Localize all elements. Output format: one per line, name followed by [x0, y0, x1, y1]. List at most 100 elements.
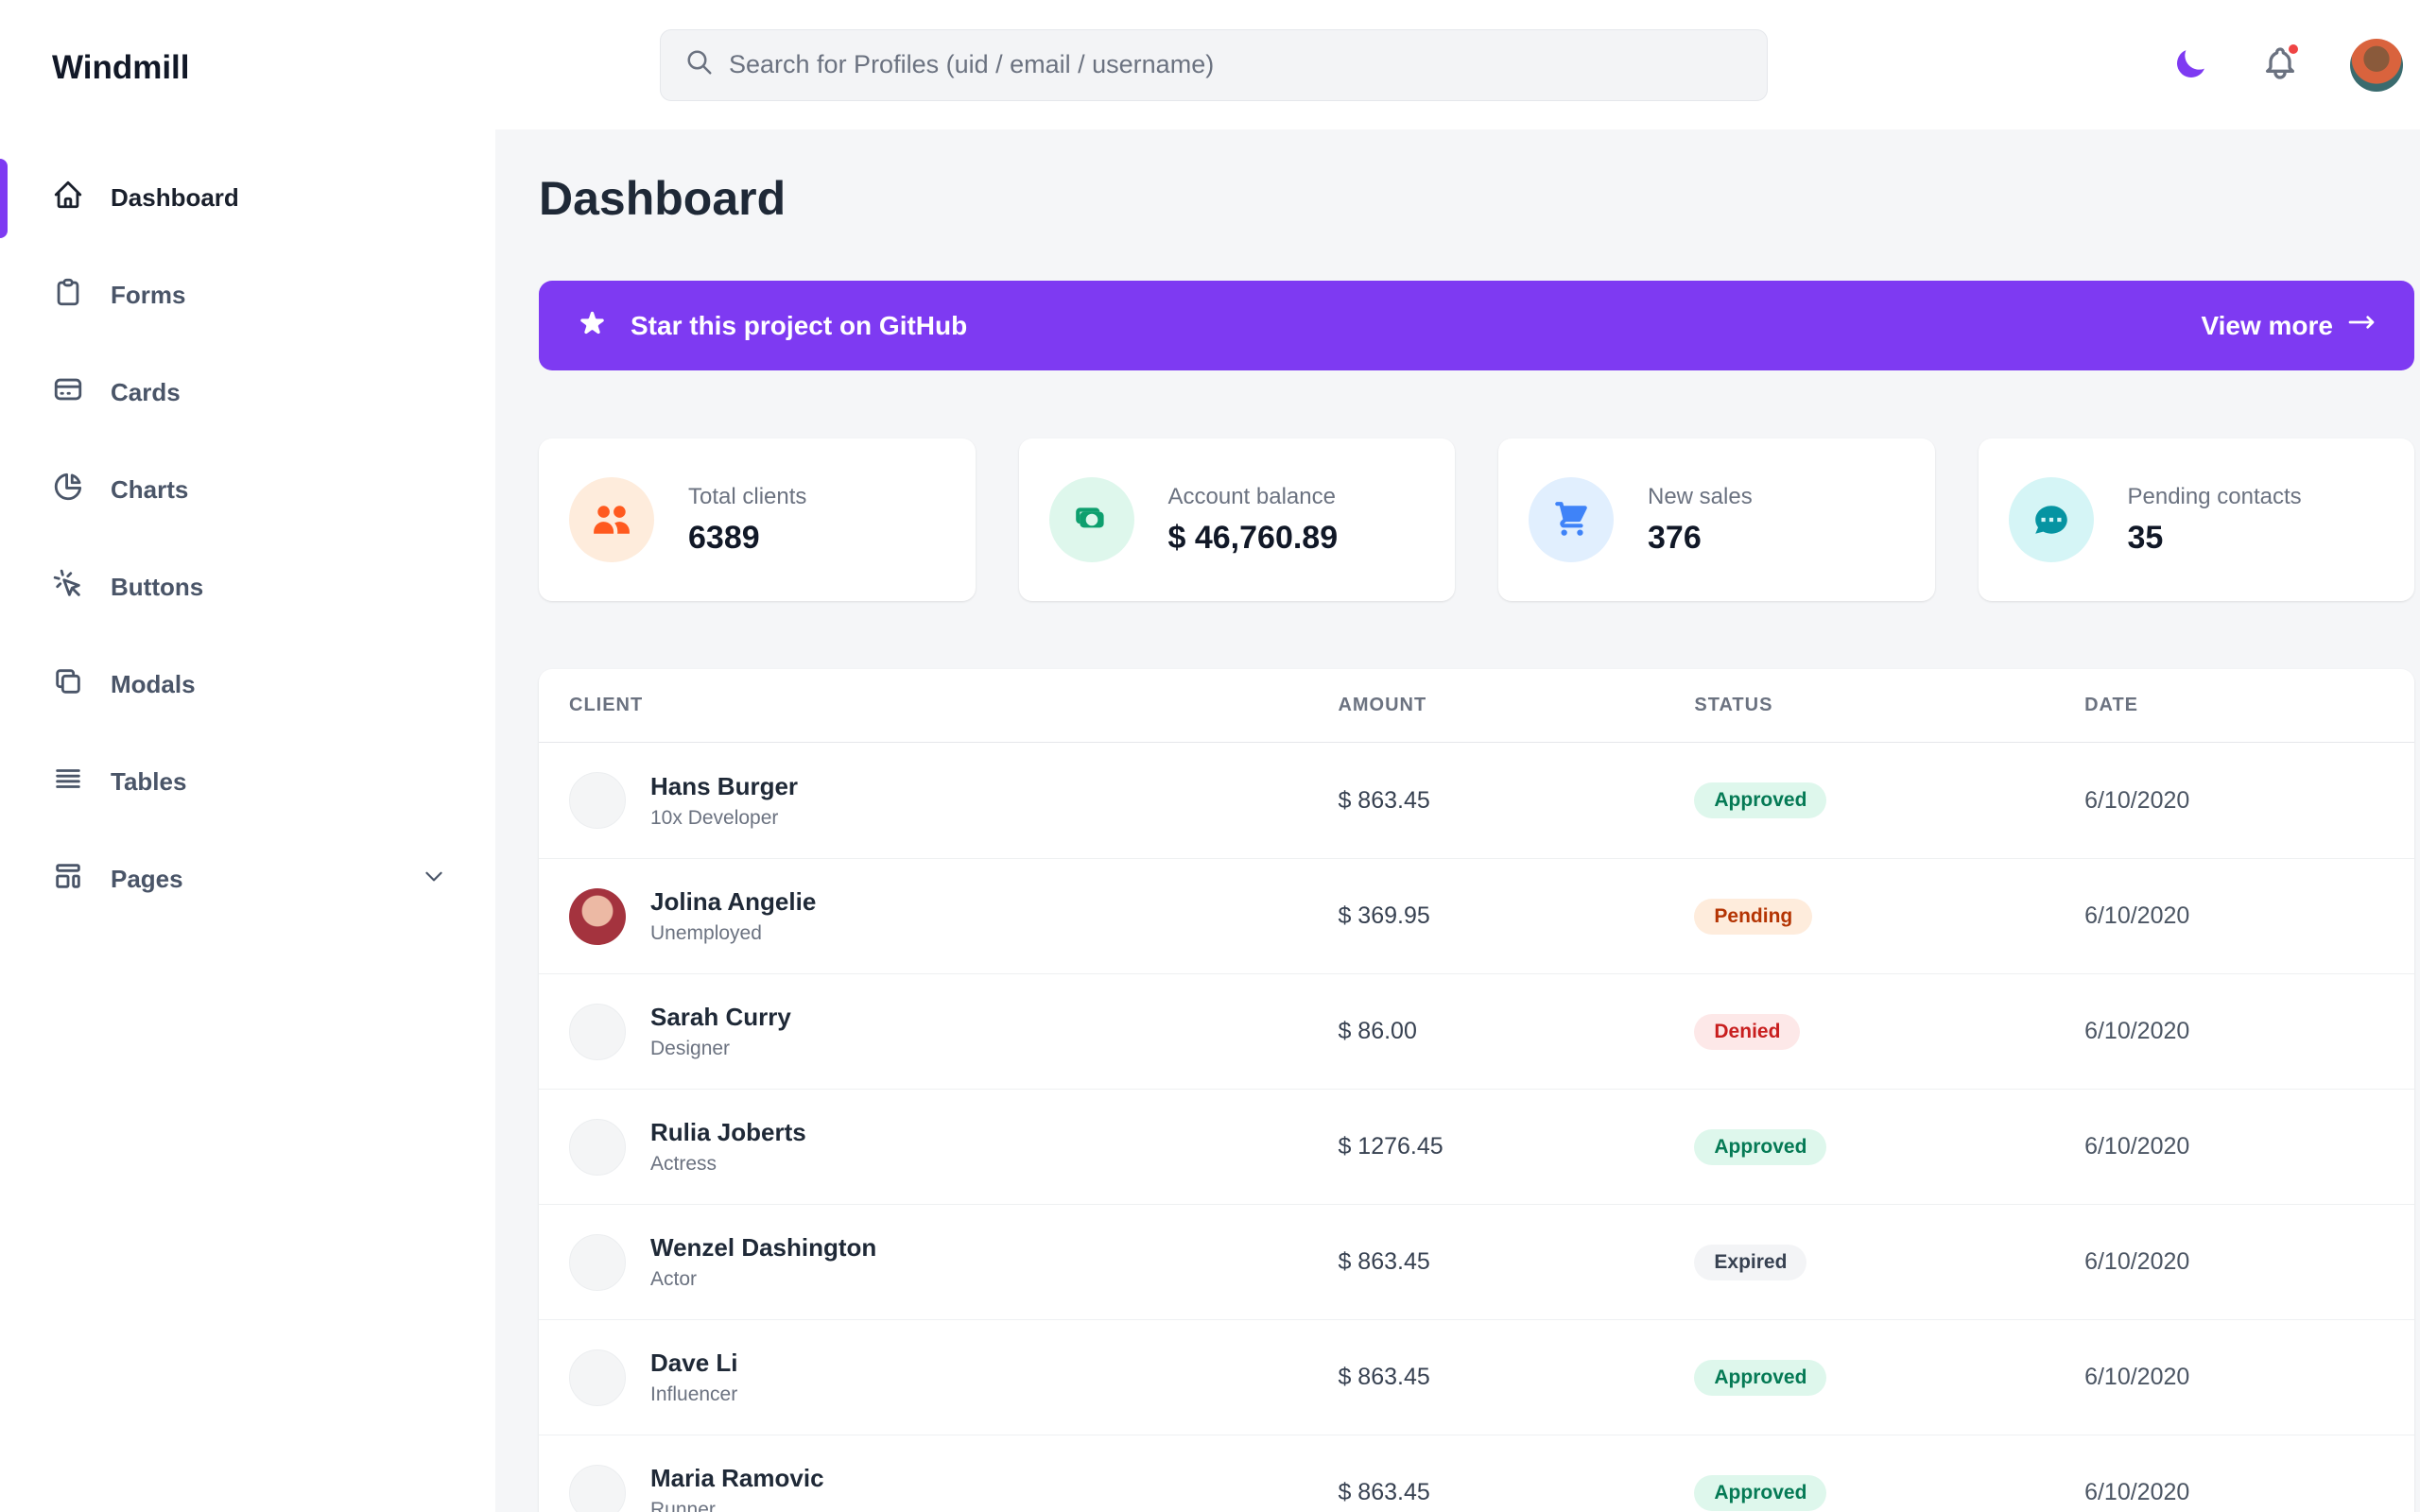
sidebar-item-label: Buttons: [111, 573, 204, 601]
stat-card-pending-contacts: Pending contacts 35: [1978, 438, 2414, 601]
amount: $ 863.45: [1338, 1364, 1430, 1390]
table-row: Hans Burger 10x Developer $ 863.45 Appro…: [539, 743, 2414, 858]
star-icon: [577, 308, 631, 344]
notification-dot: [2286, 42, 2301, 57]
sidebar-item-buttons[interactable]: Buttons: [0, 539, 495, 636]
client-name: Maria Ramovic: [650, 1464, 824, 1492]
client-role: Designer: [650, 1038, 731, 1059]
status-badge: Expired: [1694, 1244, 1807, 1280]
avatar: [569, 887, 626, 945]
header-actions: [2172, 38, 2403, 92]
date: 6/10/2020: [2084, 786, 2190, 814]
banner-text: Star this project on GitHub: [631, 310, 968, 340]
status-badge: Approved: [1694, 1474, 1827, 1511]
app-logo: Windmill: [52, 49, 190, 86]
client-role: Runner: [650, 1499, 716, 1512]
avatar: [569, 1003, 626, 1060]
amount: $ 863.45: [1338, 1479, 1430, 1505]
client-name: Dave Li: [650, 1349, 738, 1377]
sidebar: Windmill Dashboard Forms Cards Charts Bu…: [0, 0, 495, 1512]
sidebar-item-label: Dashboard: [111, 183, 239, 212]
arrow-right-icon: [2346, 307, 2377, 344]
client-role: Actor: [650, 1268, 698, 1290]
status-badge: Denied: [1694, 1013, 1801, 1050]
sidebar-item-cards[interactable]: Cards: [0, 344, 495, 441]
chevron-down-icon: [422, 864, 446, 895]
stats-row: Total clients 6389 Account balance $ 46,…: [539, 438, 2414, 601]
clipboard-icon: [52, 276, 84, 315]
client-name: Wenzel Dashington: [650, 1233, 877, 1262]
avatar: [569, 1118, 626, 1176]
column-header-date: Date: [2084, 695, 2139, 715]
bell-icon: [2261, 44, 2299, 85]
sidebar-item-label: Pages: [111, 865, 183, 893]
table-row: Maria Ramovic Runner $ 863.45 Approved 6…: [539, 1435, 2414, 1512]
stat-label: Account balance: [1167, 483, 1336, 509]
sidebar-item-label: Charts: [111, 475, 189, 504]
table-row: Sarah Curry Designer $ 86.00 Denied 6/10…: [539, 973, 2414, 1089]
dark-mode-toggle[interactable]: [2172, 44, 2210, 85]
stat-value: 35: [2127, 519, 2164, 556]
sidebar-item-forms[interactable]: Forms: [0, 247, 495, 344]
clients-table: Client Amount Status Date Hans Burger 10…: [539, 669, 2414, 1512]
home-icon: [52, 179, 84, 217]
amount: $ 863.45: [1338, 1248, 1430, 1275]
client-name: Rulia Joberts: [650, 1118, 806, 1146]
avatar: [569, 1233, 626, 1291]
github-banner[interactable]: Star this project on GitHub View more: [539, 281, 2414, 370]
stat-label: Total clients: [688, 483, 807, 509]
column-header-client: Client: [569, 695, 644, 715]
table-header: Client Amount Status Date: [539, 669, 2414, 743]
table-row: Dave Li Influencer $ 863.45 Approved 6/1…: [539, 1319, 2414, 1435]
template-icon: [52, 860, 84, 899]
status-badge: Pending: [1694, 898, 1813, 935]
date: 6/10/2020: [2084, 902, 2190, 929]
sidebar-item-modals[interactable]: Modals: [0, 636, 495, 733]
stat-card-account-balance: Account balance $ 46,760.89: [1018, 438, 1455, 601]
date: 6/10/2020: [2084, 1018, 2190, 1044]
sidebar-item-dashboard[interactable]: Dashboard: [0, 149, 495, 247]
stat-value: 376: [1648, 519, 1702, 556]
date: 6/10/2020: [2084, 1479, 2190, 1505]
sidebar-item-label: Cards: [111, 378, 181, 406]
date: 6/10/2020: [2084, 1248, 2190, 1275]
duplicate-icon: [52, 665, 84, 704]
stat-value: 6389: [688, 519, 760, 556]
profile-avatar[interactable]: [2350, 38, 2403, 92]
stat-value: $ 46,760.89: [1167, 519, 1339, 556]
client-role: 10x Developer: [650, 806, 779, 829]
amount: $ 86.00: [1338, 1018, 1417, 1044]
sidebar-item-tables[interactable]: Tables: [0, 733, 495, 831]
client-name: Sarah Curry: [650, 1003, 791, 1031]
avatar: [569, 1464, 626, 1512]
avatar: [569, 1349, 626, 1406]
stat-label: Pending contacts: [2127, 483, 2302, 509]
cash-icon: [1048, 477, 1134, 562]
main-content: Dashboard Star this project on GitHub Vi…: [495, 171, 2420, 1512]
sidebar-item-label: Tables: [111, 767, 187, 796]
stat-card-new-sales: New sales 376: [1498, 438, 1935, 601]
column-header-amount: Amount: [1338, 695, 1427, 715]
stat-label: New sales: [1648, 483, 1753, 509]
search-box[interactable]: [660, 28, 1768, 101]
table-row: Rulia Joberts Actress $ 1276.45 Approved…: [539, 1089, 2414, 1204]
search-input[interactable]: [729, 50, 1742, 79]
avatar: [569, 772, 626, 829]
client-role: Influencer: [650, 1383, 738, 1405]
sidebar-item-label: Forms: [111, 281, 186, 309]
table-row: Wenzel Dashington Actor $ 863.45 Expired…: [539, 1204, 2414, 1319]
sidebar-item-pages[interactable]: Pages: [0, 831, 495, 928]
client-role: Actress: [650, 1153, 717, 1175]
table-row: Jolina Angelie Unemployed $ 369.95 Pendi…: [539, 858, 2414, 973]
credit-card-icon: [52, 373, 84, 412]
moon-icon: [2172, 44, 2210, 85]
sidebar-item-charts[interactable]: Charts: [0, 441, 495, 539]
status-badge: Approved: [1694, 1359, 1827, 1396]
notifications-button[interactable]: [2261, 42, 2301, 85]
amount: $ 1276.45: [1338, 1133, 1443, 1160]
search-icon: [685, 48, 714, 81]
view-more-button[interactable]: View more: [2201, 307, 2377, 344]
stat-card-total-clients: Total clients 6389: [539, 438, 976, 601]
date: 6/10/2020: [2084, 1133, 2190, 1160]
date: 6/10/2020: [2084, 1364, 2190, 1390]
